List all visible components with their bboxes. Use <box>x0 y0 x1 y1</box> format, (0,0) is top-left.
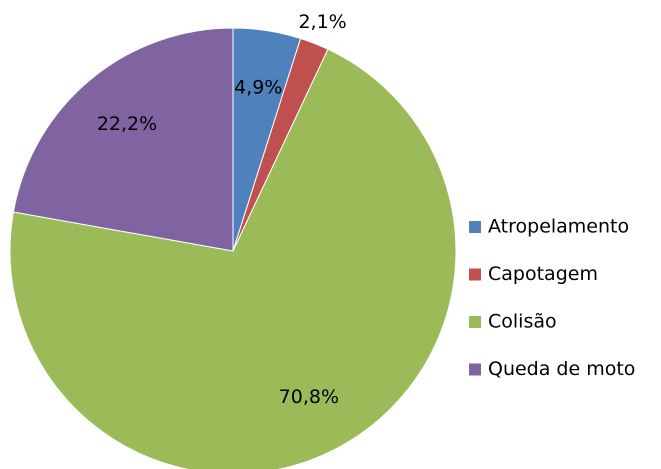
legend-label: Queda de moto <box>488 358 635 380</box>
legend-swatch <box>469 316 481 328</box>
legend-label: Capotagem <box>488 263 598 285</box>
data-label: 22,2% <box>97 113 157 135</box>
legend-swatch <box>469 221 481 233</box>
pie-slice <box>12 27 234 252</box>
data-label: 2,1% <box>298 11 346 33</box>
legend-label: Atropelamento <box>488 216 629 238</box>
legend-label: Colisão <box>488 311 557 333</box>
legend-swatch <box>469 363 481 376</box>
data-label: 4,9% <box>234 76 282 98</box>
legend-swatch <box>469 268 481 281</box>
data-label: 70,8% <box>279 386 339 408</box>
pie-slice <box>9 48 457 469</box>
